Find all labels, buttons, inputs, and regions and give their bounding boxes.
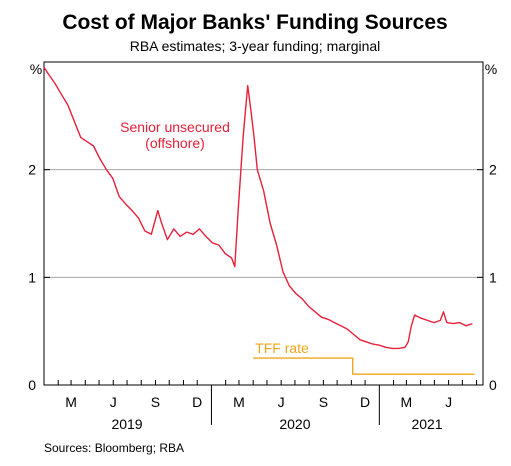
x-tick-label: D — [192, 394, 202, 410]
series-lines — [43, 67, 475, 375]
chart-source: Sources: Bloomberg; RBA — [44, 441, 184, 455]
series-labels: Senior unsecured(offshore) TFF rate — [120, 119, 309, 356]
x-tick-label: M — [65, 394, 77, 410]
x-year-label: 2020 — [279, 416, 310, 432]
x-tick-label: M — [233, 394, 245, 410]
x-tick-label: M — [401, 394, 413, 410]
y-tick-label-left: 2 — [28, 162, 36, 178]
series-line-tff-rate — [253, 357, 475, 375]
x-year-label: 2021 — [411, 416, 442, 432]
x-axis-years: 2019 2020 2021 — [111, 416, 442, 432]
series-line-senior-unsecured — [43, 67, 473, 350]
x-tick-label: J — [110, 394, 117, 410]
x-tick-label: J — [278, 394, 285, 410]
y-tick-label-right: 0 — [489, 377, 497, 393]
x-tick-label: S — [319, 394, 328, 410]
y-axis-unit-left: % — [30, 61, 42, 77]
x-tick-label: S — [151, 394, 160, 410]
chart-subtitle: RBA estimates; 3-year funding; marginal — [130, 38, 381, 54]
x-tick-label: D — [360, 394, 370, 410]
series-label: TFF rate — [255, 340, 309, 356]
y-tick-label-left: 1 — [28, 269, 36, 285]
series-label: (offshore) — [145, 135, 205, 151]
y-axis-ticks: 1 1 2 2 0 0 — [28, 162, 497, 393]
x-year-label: 2019 — [111, 416, 142, 432]
y-tick-label-right: 1 — [489, 269, 497, 285]
y-tick-label-left: 0 — [28, 377, 36, 393]
y-axis-unit-right: % — [485, 61, 497, 77]
gridlines — [44, 169, 483, 278]
y-tick-label-right: 2 — [489, 162, 497, 178]
chart-title: Cost of Major Banks' Funding Sources — [62, 11, 447, 34]
x-tick-label: J — [445, 394, 452, 410]
series-label: Senior unsecured — [120, 119, 230, 135]
plot-frame — [43, 61, 484, 386]
